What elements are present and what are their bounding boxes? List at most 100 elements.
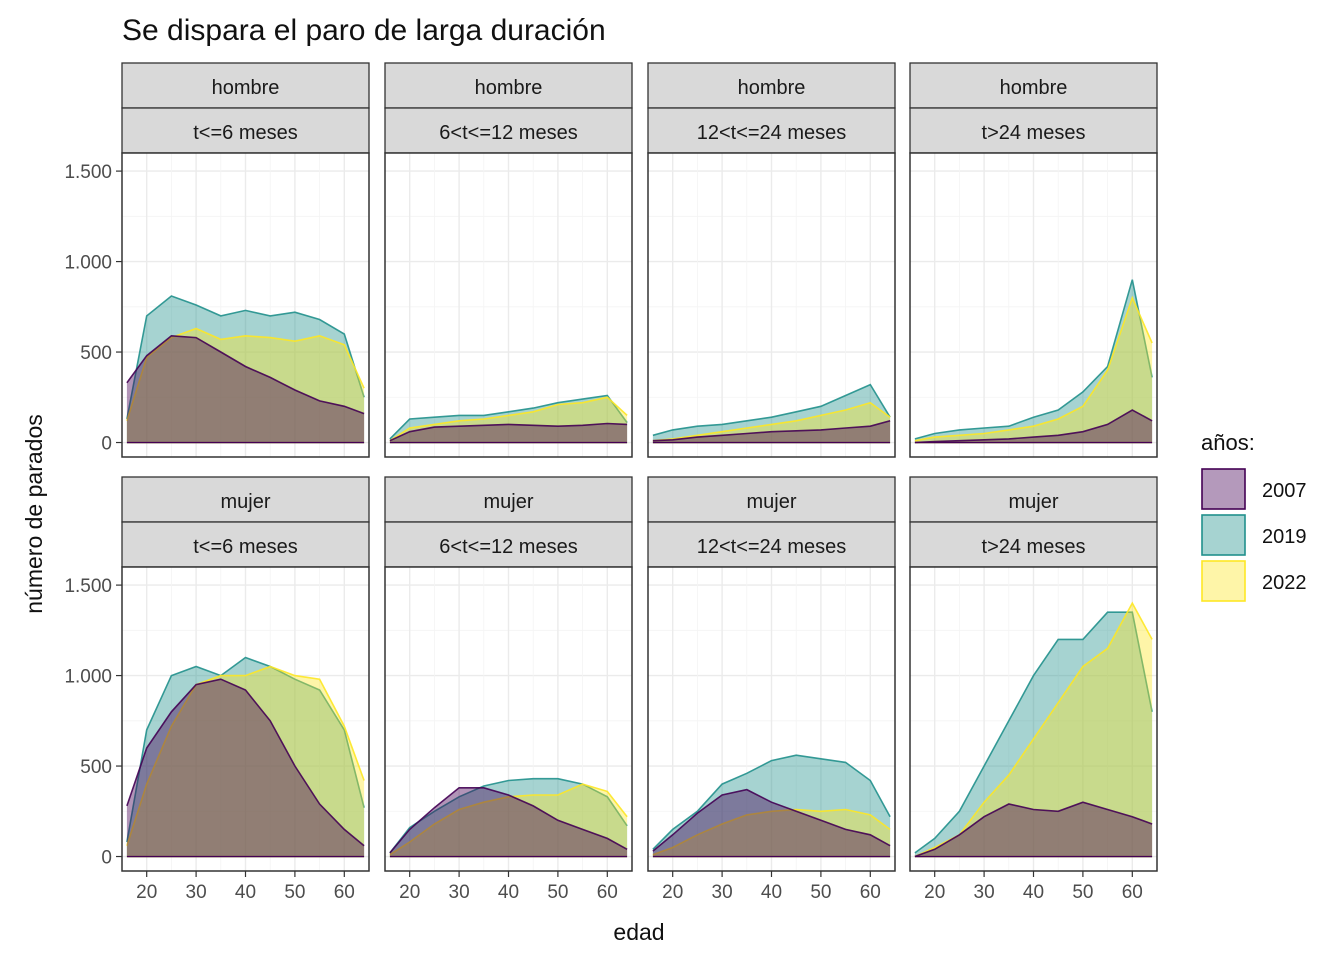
facet-row-label: mujer <box>220 491 270 513</box>
x-tick-label: 20 <box>399 882 420 903</box>
line-2022 <box>652 808 891 856</box>
line-2007 <box>914 409 1153 444</box>
area-2022 <box>914 603 1153 857</box>
area-2019 <box>652 384 891 443</box>
area-2022 <box>914 297 1153 443</box>
facet-strip-col <box>121 107 370 154</box>
legend: años: 2007 2019 2022 <box>1201 430 1307 602</box>
area-2022 <box>389 784 628 857</box>
y-tick-label: 1.500 <box>64 576 112 597</box>
x-tick-label: 40 <box>498 882 519 903</box>
facet-strip-col <box>384 521 633 568</box>
facet-row-label: mujer <box>1008 491 1058 513</box>
area-2019 <box>914 612 1153 857</box>
facet-row-label: mujer <box>483 491 533 513</box>
area-2007 <box>126 679 365 857</box>
line-2019 <box>126 656 365 843</box>
area-2022 <box>389 397 628 443</box>
facet-col-label: 12<t<=24 meses <box>697 536 847 558</box>
x-tick-label: 30 <box>449 882 470 903</box>
area-2019 <box>914 279 1153 443</box>
line-2022 <box>126 665 365 846</box>
y-axis-label: número de parados <box>21 414 47 613</box>
facet-panel: mujer 12<t<=24 meses 20 30 40 50 60 <box>647 476 896 903</box>
legend-key-2019 <box>1201 514 1246 556</box>
facet-panel: hombre t<=6 meses 0 500 1.000 1.500 <box>64 62 370 458</box>
x-tick-label: 30 <box>974 882 995 903</box>
area-2007 <box>914 410 1153 443</box>
facet-strip-col <box>647 521 896 568</box>
x-tick-label: 50 <box>1072 882 1093 903</box>
area-2007 <box>389 787 628 857</box>
area-2007 <box>389 423 628 443</box>
line-2022 <box>126 327 365 422</box>
x-tick-label: 60 <box>334 882 355 903</box>
panel-border <box>384 152 633 458</box>
area-2007 <box>126 335 365 443</box>
area-2022 <box>126 666 365 857</box>
y-tick-label: 0 <box>101 434 112 455</box>
x-tick-label: 30 <box>186 882 207 903</box>
facet-row-label: mujer <box>746 491 796 513</box>
x-tick-label: 20 <box>924 882 945 903</box>
facet-row-label: hombre <box>475 77 543 99</box>
line-2019 <box>389 394 628 440</box>
grid <box>647 153 896 457</box>
panel-border <box>121 152 370 458</box>
area-2022 <box>652 809 891 857</box>
line-2019 <box>914 279 1153 440</box>
line-2007 <box>652 420 891 442</box>
legend-key-bg <box>1201 560 1246 602</box>
line-2007 <box>126 678 365 847</box>
x-tick-label: 30 <box>712 882 733 903</box>
legend-label: 2007 <box>1262 480 1307 502</box>
x-tick-label: 50 <box>284 882 305 903</box>
line-2007 <box>914 801 1153 858</box>
y-tick-label: 1.000 <box>64 667 112 688</box>
line-2007 <box>652 788 891 852</box>
x-tick-label: 20 <box>136 882 157 903</box>
panel-border <box>909 152 1158 458</box>
y-tick-label: 1.500 <box>64 162 112 183</box>
area-2007 <box>652 789 891 857</box>
y-tick-label: 500 <box>80 343 112 364</box>
facet-panel: hombre t>24 meses <box>909 62 1158 458</box>
x-tick-label: 60 <box>597 882 618 903</box>
facet-col-label: t<=6 meses <box>193 536 298 558</box>
line-2022 <box>389 396 628 442</box>
area-2022 <box>126 328 365 443</box>
line-2019 <box>652 383 891 437</box>
facet-row-label: hombre <box>738 77 806 99</box>
area-2019 <box>389 778 628 857</box>
facet-col-label: t>24 meses <box>982 122 1086 144</box>
facet-strip-row <box>909 62 1158 109</box>
facet-col-label: t>24 meses <box>982 536 1086 558</box>
line-2022 <box>652 401 891 442</box>
legend-title: años: <box>1201 430 1255 455</box>
facet-strip-row <box>121 476 370 523</box>
legend-key-bg <box>1201 514 1246 556</box>
panel-border <box>647 152 896 458</box>
facet-panel: mujer t<=6 meses 0 500 1.000 1.500 20 30 40 50 60 <box>64 476 370 903</box>
facet-strip-row <box>384 62 633 109</box>
facet-strip-row <box>121 62 370 109</box>
x-axis-label: edad <box>613 919 664 945</box>
line-2007 <box>389 787 628 854</box>
legend-label: 2019 <box>1262 526 1307 548</box>
facet-row-label: hombre <box>1000 77 1068 99</box>
line-2022 <box>914 295 1153 442</box>
x-tick-label: 60 <box>1122 882 1143 903</box>
y-tick-label: 0 <box>101 848 112 869</box>
facet-strip-col <box>647 107 896 154</box>
facet-col-label: 6<t<=12 meses <box>439 536 577 558</box>
x-tick-label: 40 <box>1023 882 1044 903</box>
x-tick-label: 50 <box>547 882 568 903</box>
x-tick-label: 60 <box>860 882 881 903</box>
legend-key-2022 <box>1201 560 1246 602</box>
chart-title: Se dispara el paro de larga duración <box>122 14 606 47</box>
area-2007 <box>914 802 1153 857</box>
facet-panel: mujer 6<t<=12 meses 20 30 40 50 60 <box>384 476 633 903</box>
facet-panel: hombre 12<t<=24 meses <box>647 62 896 458</box>
legend-key-bg <box>1201 468 1246 510</box>
